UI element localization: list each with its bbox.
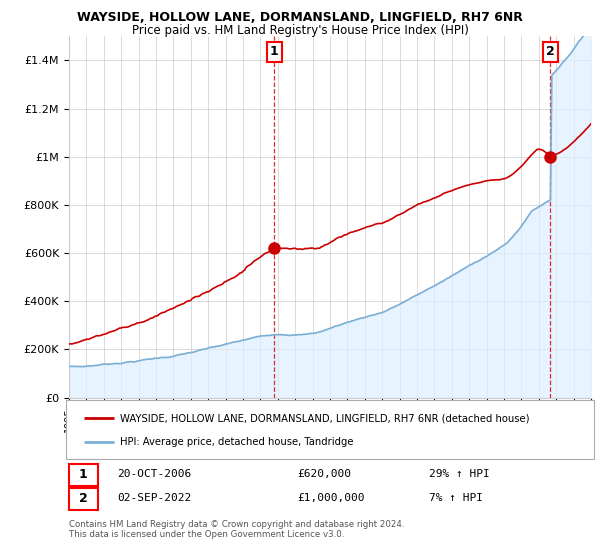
Text: Contains HM Land Registry data © Crown copyright and database right 2024.
This d: Contains HM Land Registry data © Crown c… bbox=[69, 520, 404, 539]
Text: £620,000: £620,000 bbox=[297, 469, 351, 479]
Text: 20-OCT-2006: 20-OCT-2006 bbox=[117, 469, 191, 479]
Text: 1: 1 bbox=[79, 468, 88, 481]
Text: WAYSIDE, HOLLOW LANE, DORMANSLAND, LINGFIELD, RH7 6NR (detached house): WAYSIDE, HOLLOW LANE, DORMANSLAND, LINGF… bbox=[120, 413, 530, 423]
Text: 02-SEP-2022: 02-SEP-2022 bbox=[117, 493, 191, 503]
Text: 7% ↑ HPI: 7% ↑ HPI bbox=[429, 493, 483, 503]
Text: 29% ↑ HPI: 29% ↑ HPI bbox=[429, 469, 490, 479]
Text: 2: 2 bbox=[79, 492, 88, 505]
Text: WAYSIDE, HOLLOW LANE, DORMANSLAND, LINGFIELD, RH7 6NR: WAYSIDE, HOLLOW LANE, DORMANSLAND, LINGF… bbox=[77, 11, 523, 24]
Text: 1: 1 bbox=[270, 45, 278, 58]
Text: Price paid vs. HM Land Registry's House Price Index (HPI): Price paid vs. HM Land Registry's House … bbox=[131, 24, 469, 36]
Text: HPI: Average price, detached house, Tandridge: HPI: Average price, detached house, Tand… bbox=[120, 436, 353, 446]
Text: £1,000,000: £1,000,000 bbox=[297, 493, 365, 503]
Text: 2: 2 bbox=[546, 45, 555, 58]
